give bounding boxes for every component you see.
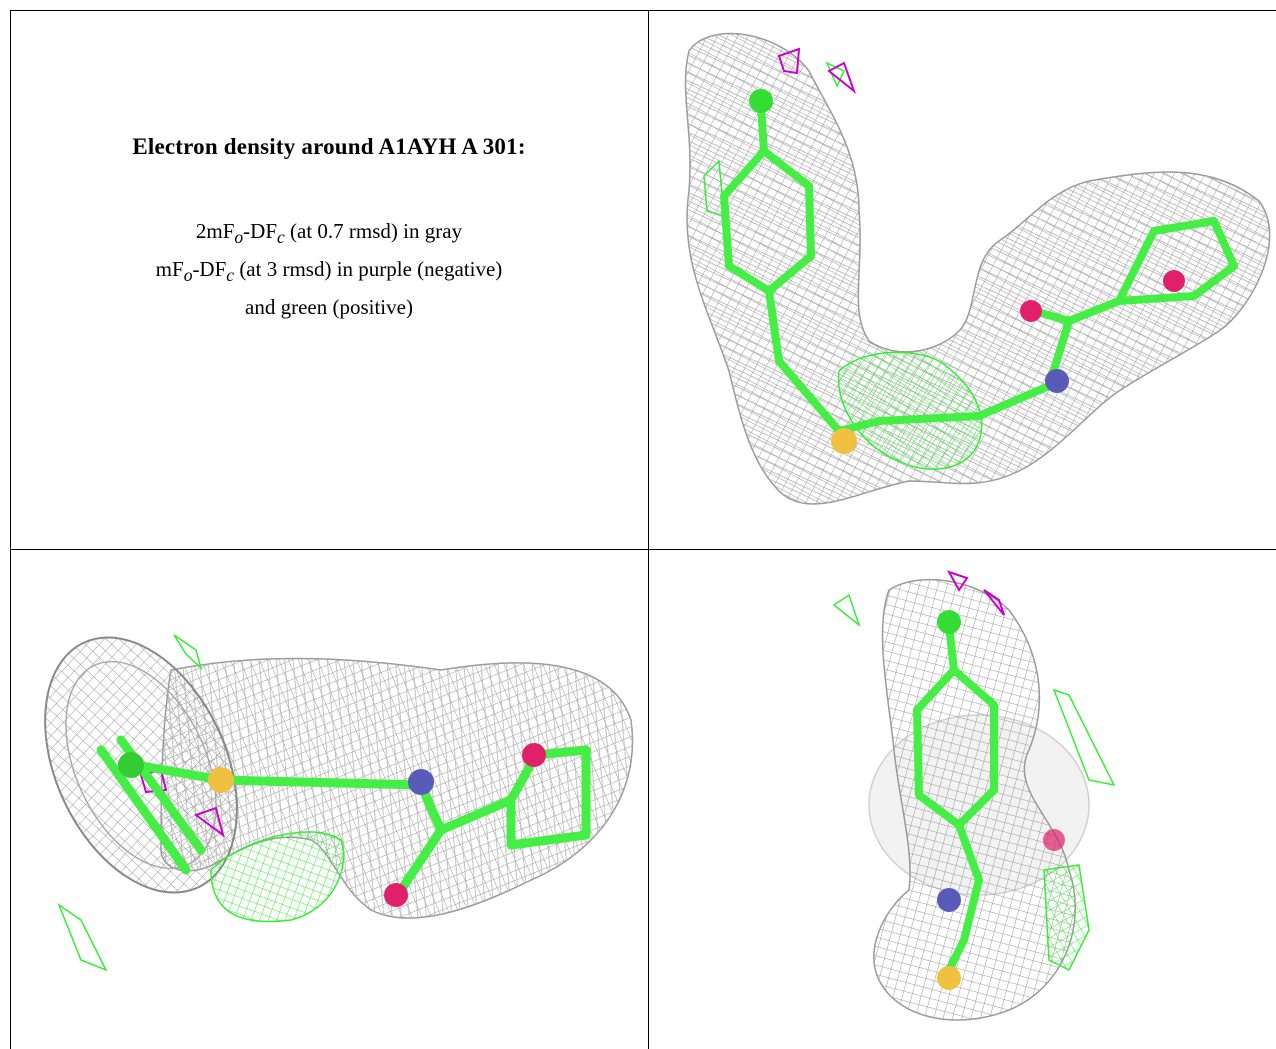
legend-text: -DF <box>243 219 277 243</box>
caption-legend: 2mFo-DFc (at 0.7 rmsd) in gray mFo-DFc (… <box>156 215 503 323</box>
atom-chlorine <box>118 752 144 778</box>
atom-nitrogen <box>937 888 961 912</box>
density-negative-blob <box>983 589 1005 616</box>
table-divider-vertical <box>648 10 649 1049</box>
atom-sulfur <box>831 428 857 454</box>
density-panel-top-right <box>649 11 1276 549</box>
figure-grid: Electron density around A1AYH A 301: 2mF… <box>10 10 1276 1049</box>
density-negative-blob <box>193 806 225 838</box>
legend-line-fofc: mFo-DFc (at 3 rmsd) in purple (negative) <box>156 253 503 291</box>
legend-sub: c <box>277 227 285 248</box>
density-positive-blob <box>1043 864 1090 972</box>
atom-chlorine <box>937 610 961 634</box>
ligand-density-view-1-icon <box>684 32 1271 505</box>
legend-sub: c <box>226 265 235 286</box>
atom-oxygen <box>1020 300 1042 322</box>
atom-sulfur <box>208 767 234 793</box>
legend-sub: o <box>183 265 193 286</box>
atom-nitrogen <box>408 769 434 795</box>
density-negative-blob <box>946 570 969 592</box>
atom-oxygen <box>522 743 546 767</box>
legend-text: (at 0.7 rmsd) in gray <box>284 219 463 243</box>
density-positive-small <box>173 634 203 671</box>
atom-nitrogen <box>1045 369 1069 393</box>
atom-chlorine <box>749 89 773 113</box>
density-positive-small <box>1052 688 1116 787</box>
density-negative-blob <box>777 47 801 75</box>
ligand-density-view-2-icon <box>44 634 634 972</box>
legend-text: 2mF <box>195 219 235 243</box>
ligand-sticks <box>96 735 591 895</box>
density-panel-bottom-left <box>11 550 648 1049</box>
caption-cell: Electron density around A1AYH A 301: 2mF… <box>10 10 648 549</box>
legend-text: -DF <box>192 257 227 282</box>
atom-oxygen <box>384 883 408 907</box>
legend-line-2fofc: 2mFo-DFc (at 0.7 rmsd) in gray <box>156 215 503 253</box>
density-envelope-2fofc <box>873 578 1077 1021</box>
legend-sub: o <box>234 227 244 248</box>
legend-text: (at 3 rmsd) in purple (negative) <box>234 257 503 282</box>
atom-oxygen <box>1043 829 1065 851</box>
atom-sulfur <box>937 966 961 990</box>
density-positive-small <box>832 593 861 628</box>
caption-title: Electron density around A1AYH A 301: <box>132 134 526 159</box>
legend-text: mF <box>155 257 184 282</box>
ligand-density-view-3-icon <box>832 570 1116 1021</box>
density-positive-small <box>57 902 108 972</box>
density-negative-blob <box>827 61 857 94</box>
atom-oxygen <box>1163 270 1185 292</box>
table-divider-horizontal <box>10 549 1276 550</box>
table-border-top <box>10 10 1276 11</box>
table-border-left <box>10 10 11 1049</box>
legend-line-positive: and green (positive) <box>245 295 413 320</box>
density-positive-blob <box>210 831 345 923</box>
density-panel-bottom-right <box>649 550 1276 1049</box>
density-positive-blob <box>837 351 983 470</box>
